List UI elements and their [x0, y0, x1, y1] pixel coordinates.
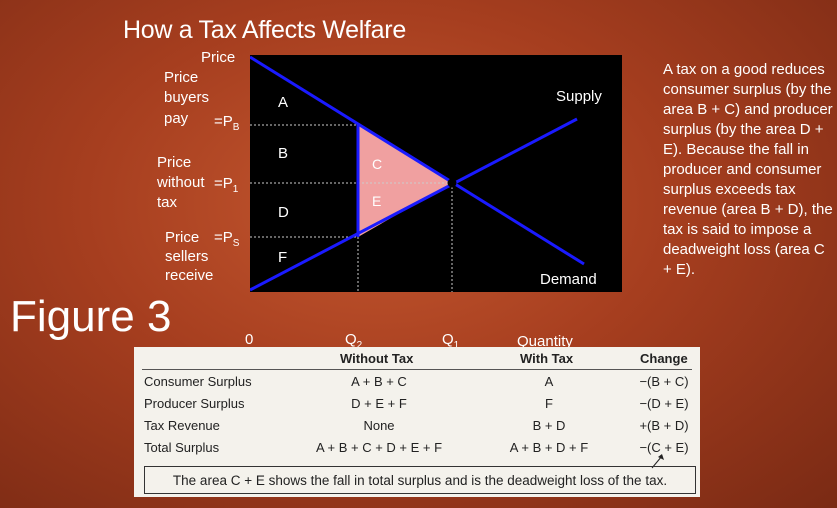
area-b-label: B [278, 145, 288, 162]
origin-label: 0 [245, 331, 254, 348]
price-buyers-label-3: pay [164, 110, 189, 127]
graph-canvas: A B C D E F Supply Demand [250, 55, 602, 292]
area-d-label: D [278, 204, 289, 221]
row-label-tax: Tax Revenue [144, 418, 220, 433]
area-f-label: F [278, 249, 287, 266]
supply-label: Supply [556, 88, 602, 105]
cell-producer-change: −(D + E) [639, 396, 689, 411]
p1-label: =P1 [214, 175, 239, 195]
price-without-label-2: without [157, 174, 205, 191]
cell-total-without: A + B + C + D + E + F [315, 440, 443, 455]
cell-producer-without: D + E + F [351, 396, 407, 411]
cell-consumer-change: −(B + C) [639, 374, 689, 389]
page-title: How a Tax Affects Welfare [123, 16, 406, 44]
price-buyers-label-2: buyers [164, 89, 210, 106]
supply-demand-graph: A B C D E F Supply Demand [250, 55, 622, 292]
pb-label: =PB [214, 113, 240, 133]
table-header-rule [142, 369, 692, 370]
table-note: The area C + E shows the fall in total s… [144, 466, 696, 494]
cell-tax-without: None [363, 418, 395, 433]
supply-curve [250, 117, 578, 292]
cell-total-with: A + B + D + F [509, 440, 589, 455]
price-without-label-3: tax [157, 194, 178, 211]
side-explanation: A tax on a good reduces consumer surplus… [663, 61, 833, 278]
header-with-tax: With Tax [520, 351, 574, 366]
price-buyers-label-1: Price [164, 69, 199, 86]
ps-label: =PS [214, 229, 240, 249]
price-sellers-label-3: receive [165, 267, 214, 284]
cell-producer-with: F [545, 396, 553, 411]
q1-label: Q1 [442, 331, 460, 351]
row-label-producer: Producer Surplus [144, 396, 245, 411]
price-sellers-label-2: sellers [165, 248, 209, 265]
deadweight-loss-triangle [358, 125, 452, 237]
demand-curve [250, 55, 585, 266]
q2-label: Q2 [345, 331, 363, 351]
header-change: Change [640, 351, 688, 366]
demand-label: Demand [540, 271, 597, 288]
equilibrium-point [447, 178, 457, 188]
cell-consumer-with: A [544, 374, 554, 389]
area-c-label: C [372, 156, 382, 172]
cell-tax-change: +(B + D) [639, 418, 689, 433]
cell-total-change: −(C + E) [639, 440, 689, 455]
row-label-consumer: Consumer Surplus [144, 374, 252, 389]
area-a-label: A [278, 94, 288, 111]
cell-consumer-without: A + B + C [351, 374, 407, 389]
welfare-table: Without Tax With Tax Change Consumer Sur… [134, 347, 700, 497]
y-axis-label: Price [201, 49, 236, 66]
area-e-label: E [372, 193, 381, 209]
price-without-label-1: Price [157, 154, 192, 171]
price-sellers-label-1: Price [165, 229, 200, 246]
header-without-tax: Without Tax [340, 351, 414, 366]
row-label-total: Total Surplus [144, 440, 220, 455]
x-axis-label: Quantity [517, 333, 573, 350]
figure-label: Figure 3 [10, 292, 172, 341]
cell-tax-with: B + D [532, 418, 566, 433]
